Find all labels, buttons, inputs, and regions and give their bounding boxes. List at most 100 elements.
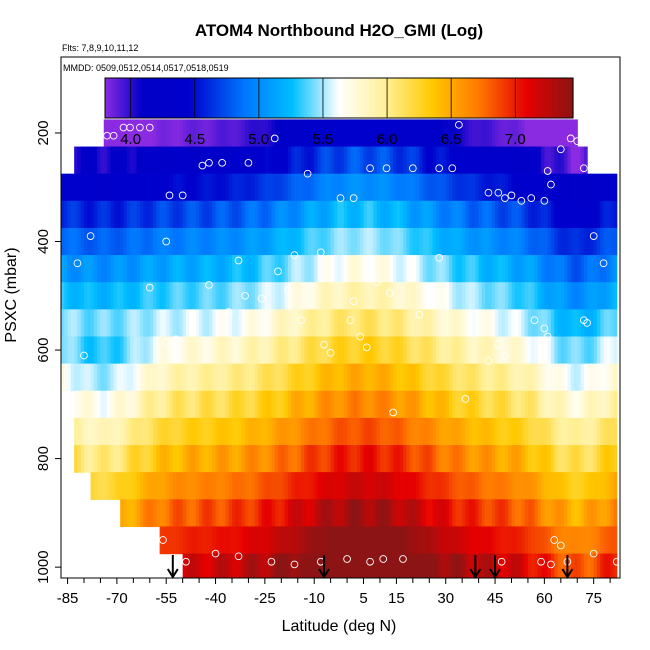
heatmap-cell [356,119,361,148]
heatmap-cell [416,499,421,528]
heatmap-cell [583,336,588,365]
heatmap-cell [264,119,269,148]
heatmap-cell [297,200,302,229]
heatmap-cell [445,119,450,148]
heatmap-cell [603,200,608,229]
heatmap-cell [393,472,397,500]
heatmap-cell [610,472,615,500]
heatmap-cell [281,255,286,283]
heatmap-cell [261,417,266,446]
heatmap-cell [149,417,154,446]
colorbar-swatch [205,78,209,118]
heatmap-cell [192,173,197,202]
heatmap-cell [439,309,444,338]
heatmap-cell [587,390,592,419]
colorbar-swatch [353,78,356,118]
heatmap-cell [567,417,572,446]
heatmap-cell [360,445,365,473]
heatmap-cell [225,146,230,175]
heatmap-cell [416,417,421,446]
heatmap-cell [570,336,575,365]
heatmap-cell [504,146,509,175]
heatmap-cell [514,200,519,229]
heatmap-cell [159,499,164,528]
heatmap-cell [376,282,381,310]
heatmap-cell [577,445,582,473]
heatmap-cell [107,363,111,392]
heatmap-cell [396,282,401,310]
heatmap-cell [172,472,177,500]
heatmap-cell [320,227,325,256]
heatmap-cell [537,200,542,229]
heatmap-cell [310,445,315,473]
heatmap-cell [294,146,299,175]
heatmap-cell [564,417,568,446]
colorbar-swatch [226,78,230,118]
heatmap-cell [314,200,319,229]
heatmap-cell [228,417,233,446]
heatmap-cell [202,417,207,446]
heatmap-cell [100,146,105,175]
heatmap-cell [478,499,483,528]
heatmap-cell [307,526,312,555]
heatmap-cell [337,200,342,229]
heatmap-cell [379,445,384,473]
heatmap-cell [442,119,447,148]
heatmap-cell [606,445,611,473]
heatmap-cell [251,553,256,578]
heatmap-cell [573,227,578,256]
heatmap-cell [468,499,473,528]
heatmap-cell [281,227,286,256]
heatmap-cell [324,227,328,256]
heatmap-cell [406,526,411,555]
heatmap-cell [432,417,437,446]
heatmap-cell [228,146,233,175]
colorbar-swatch [137,78,141,118]
heatmap-cell [143,309,148,338]
heatmap-cell [580,227,585,256]
observation-point [284,286,292,295]
heatmap-cell [488,336,493,365]
heatmap-cell [606,173,611,202]
heatmap-cell [261,445,266,473]
heatmap-cell [524,336,529,365]
heatmap-cell [508,282,513,310]
heatmap-cell [264,200,269,229]
heatmap-cell [534,445,539,473]
heatmap-cell [573,146,578,175]
colorbar-swatch [154,78,158,118]
heatmap-cell [274,173,279,202]
colorbar-swatch [156,78,160,118]
heatmap-cell [215,336,220,365]
heatmap-cell [537,255,542,283]
heatmap-cell [304,445,309,473]
heatmap-cell [524,499,529,528]
heatmap-cell [409,363,414,392]
heatmap-cell [527,417,532,446]
heatmap-cell [353,119,358,148]
heatmap-cell [445,146,450,175]
heatmap-cell [245,336,250,365]
x-tick-label: -40 [205,590,227,607]
heatmap-cell [498,200,503,229]
heatmap-cell [307,146,312,175]
heatmap-cell [116,445,121,473]
heatmap-cell [176,227,180,256]
heatmap-cell [567,526,572,555]
heatmap-cell [356,390,361,419]
heatmap-cell [208,336,213,365]
heatmap-cell [192,363,197,392]
heatmap-cell [337,119,342,148]
heatmap-cell [255,200,259,229]
heatmap-cell [383,336,388,365]
heatmap-cell [235,255,240,283]
heatmap-cell [435,336,440,365]
heatmap-cell [327,363,332,392]
heatmap-cell [330,526,335,555]
heatmap-cell [449,417,453,446]
heatmap-cell [590,472,595,500]
heatmap-cell [182,309,187,338]
heatmap-cell [475,119,480,148]
heatmap-cell [116,363,121,392]
